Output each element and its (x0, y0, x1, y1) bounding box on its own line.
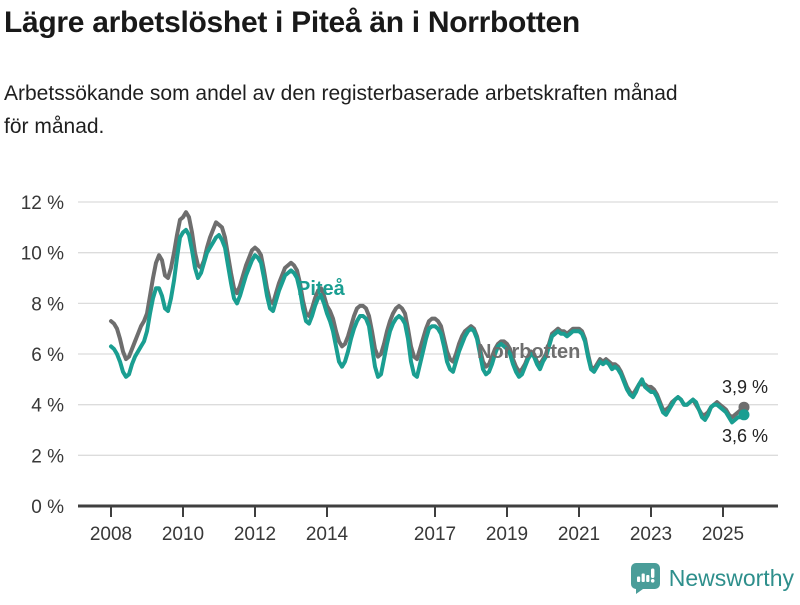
svg-text:Norrbotten: Norrbotten (477, 341, 580, 363)
chart-canvas: 0 % 2 % 4 % 6 % 8 % 10 % 12 % 2008 2010 2012 2014 2… (21, 193, 778, 545)
svg-text:3,9 %: 3,9 % (722, 377, 768, 397)
svg-text:2014: 2014 (306, 524, 349, 545)
chart-subtitle: Arbetssökande som andel av den registerb… (4, 82, 678, 138)
svg-text:Piteå: Piteå (297, 277, 346, 300)
svg-text:8 %: 8 % (31, 294, 64, 315)
svg-text:2019: 2019 (486, 524, 528, 545)
svg-text:0 %: 0 % (31, 497, 64, 518)
svg-text:3,6 %: 3,6 % (722, 426, 768, 446)
page-title: Lägre arbetslöshet i Piteå än i Norrbott… (4, 6, 580, 39)
svg-text:4 %: 4 % (31, 396, 64, 417)
svg-text:10 %: 10 % (21, 244, 64, 265)
svg-text:2010: 2010 (162, 524, 204, 545)
svg-text:2017: 2017 (414, 524, 456, 545)
newsworthy-branding: Newsworthy (630, 563, 794, 594)
newsworthy-logo-icon (630, 563, 660, 594)
unemployment-line-chart: 0 % 2 % 4 % 6 % 8 % 10 % 12 % 2008 2010 2012 2014 2… (0, 180, 800, 600)
svg-text:2 %: 2 % (31, 446, 64, 467)
brand-name: Newsworthy (668, 565, 794, 591)
svg-text:2025: 2025 (702, 524, 744, 545)
svg-text:2023: 2023 (630, 524, 672, 545)
svg-text:2012: 2012 (234, 524, 276, 545)
svg-text:6 %: 6 % (31, 345, 64, 366)
svg-text:2021: 2021 (558, 524, 600, 545)
svg-text:12 %: 12 % (21, 193, 64, 214)
svg-text:2008: 2008 (90, 524, 132, 545)
